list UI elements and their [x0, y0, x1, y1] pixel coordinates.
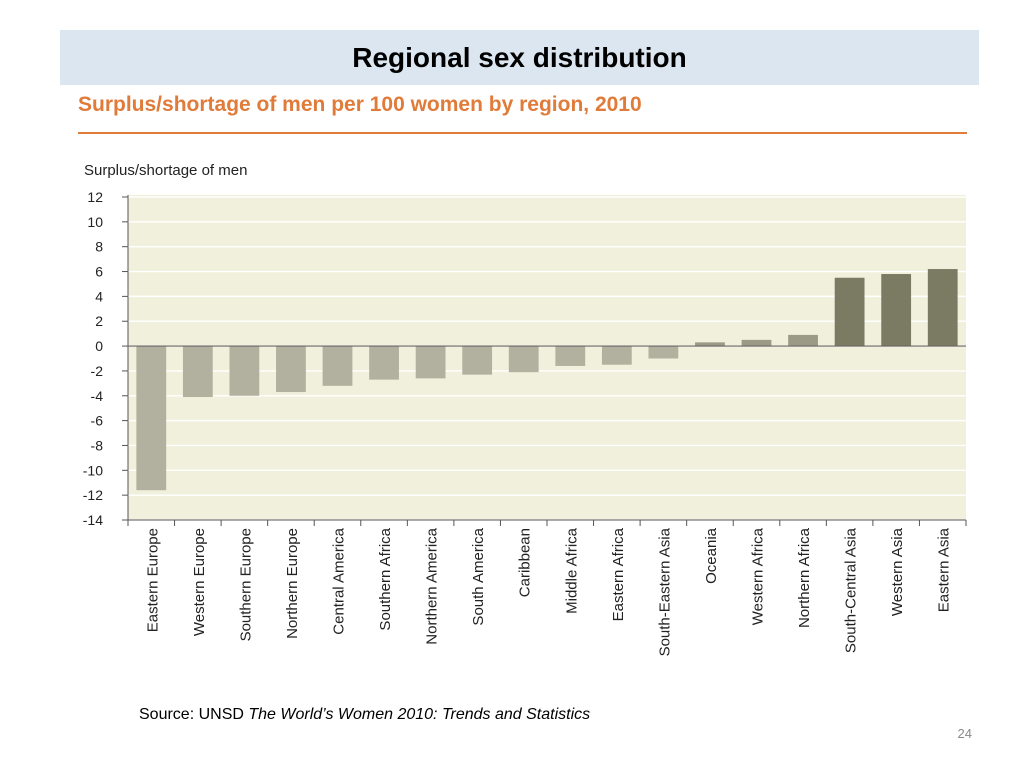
bar-western-europe [182, 346, 213, 398]
bar-eastern-africa [601, 346, 632, 365]
bar-central-america [322, 346, 353, 386]
x-category-label: Central America [331, 527, 348, 634]
x-category-label: Southern Europe [237, 528, 254, 641]
bar-northern-america [415, 346, 446, 379]
y-tick-label: 6 [95, 264, 103, 280]
y-tick-label: 8 [95, 239, 103, 255]
page-number: 24 [957, 726, 972, 741]
source-prefix: Source: UNSD [139, 706, 249, 723]
bar-south-america [462, 346, 493, 375]
bar-southern-africa [369, 346, 399, 380]
slide-title-bar: Regional sex distribution [60, 30, 979, 85]
x-category-label: Southern Africa [377, 527, 394, 630]
y-axis-label: Surplus/shortage of men [84, 162, 247, 179]
x-category-label: Middle Africa [563, 527, 580, 614]
chart-title: Surplus/shortage of men per 100 women by… [78, 93, 642, 116]
slide-title: Regional sex distribution [352, 41, 687, 73]
y-tick-label: -12 [83, 487, 103, 503]
x-category-label: Western Asia [889, 527, 906, 616]
bar-middle-africa [555, 346, 586, 366]
x-category-label: South America [470, 527, 487, 625]
bar-south-central-asia [834, 277, 865, 347]
bar-northern-europe [276, 346, 306, 393]
x-category-label: Western Africa [750, 527, 767, 625]
bar-western-africa [741, 339, 772, 347]
bar-northern-africa [788, 334, 818, 347]
source-title: The World’s Women 2010: Trends and Stati… [248, 706, 591, 723]
y-tick-label: -8 [91, 437, 104, 453]
y-tick-label: -4 [91, 388, 104, 404]
x-category-label: Eastern Africa [610, 527, 627, 621]
y-tick-label: 2 [95, 313, 103, 329]
y-tick-label: -10 [83, 462, 103, 478]
bar-caribbean [508, 346, 539, 373]
x-category-label: South-Central Asia [843, 527, 860, 653]
x-category-label: Northern Europe [284, 528, 301, 639]
x-category-label: Northern Africa [796, 527, 813, 628]
y-tick-label: 0 [95, 338, 103, 354]
bar-western-asia [881, 274, 912, 347]
source-note: Source: UNSD The World’s Women 2010: Tre… [139, 706, 590, 724]
bar-chart: Surplus/shortage of men 12 10 8 6 4 2 0 -2 -4 -6 -8… [83, 162, 967, 656]
y-tick-label: -2 [91, 363, 104, 379]
x-category-label: Western Europe [191, 528, 208, 636]
bar-south-eastern-asia [648, 346, 679, 359]
y-tick-label: 12 [87, 189, 103, 205]
x-category-label: Eastern Asia [936, 527, 953, 612]
title-divider [78, 132, 967, 134]
bar-southern-europe [229, 346, 260, 396]
y-tick-label: 4 [95, 288, 103, 304]
x-category-label: South-Eastern Asia [656, 527, 673, 656]
bar-eastern-europe [136, 346, 167, 491]
plot-area [128, 195, 966, 520]
y-tick-label: 10 [87, 214, 103, 230]
bar-eastern-asia [927, 269, 958, 347]
y-tick-label: -14 [83, 512, 103, 528]
x-category-label: Eastern Europe [144, 528, 161, 632]
y-tick-label: -6 [91, 413, 104, 429]
x-category-label: Northern America [424, 527, 441, 644]
x-category-label: Caribbean [517, 528, 534, 597]
x-category-label: Oceania [703, 527, 720, 584]
bar-oceania [695, 342, 725, 347]
